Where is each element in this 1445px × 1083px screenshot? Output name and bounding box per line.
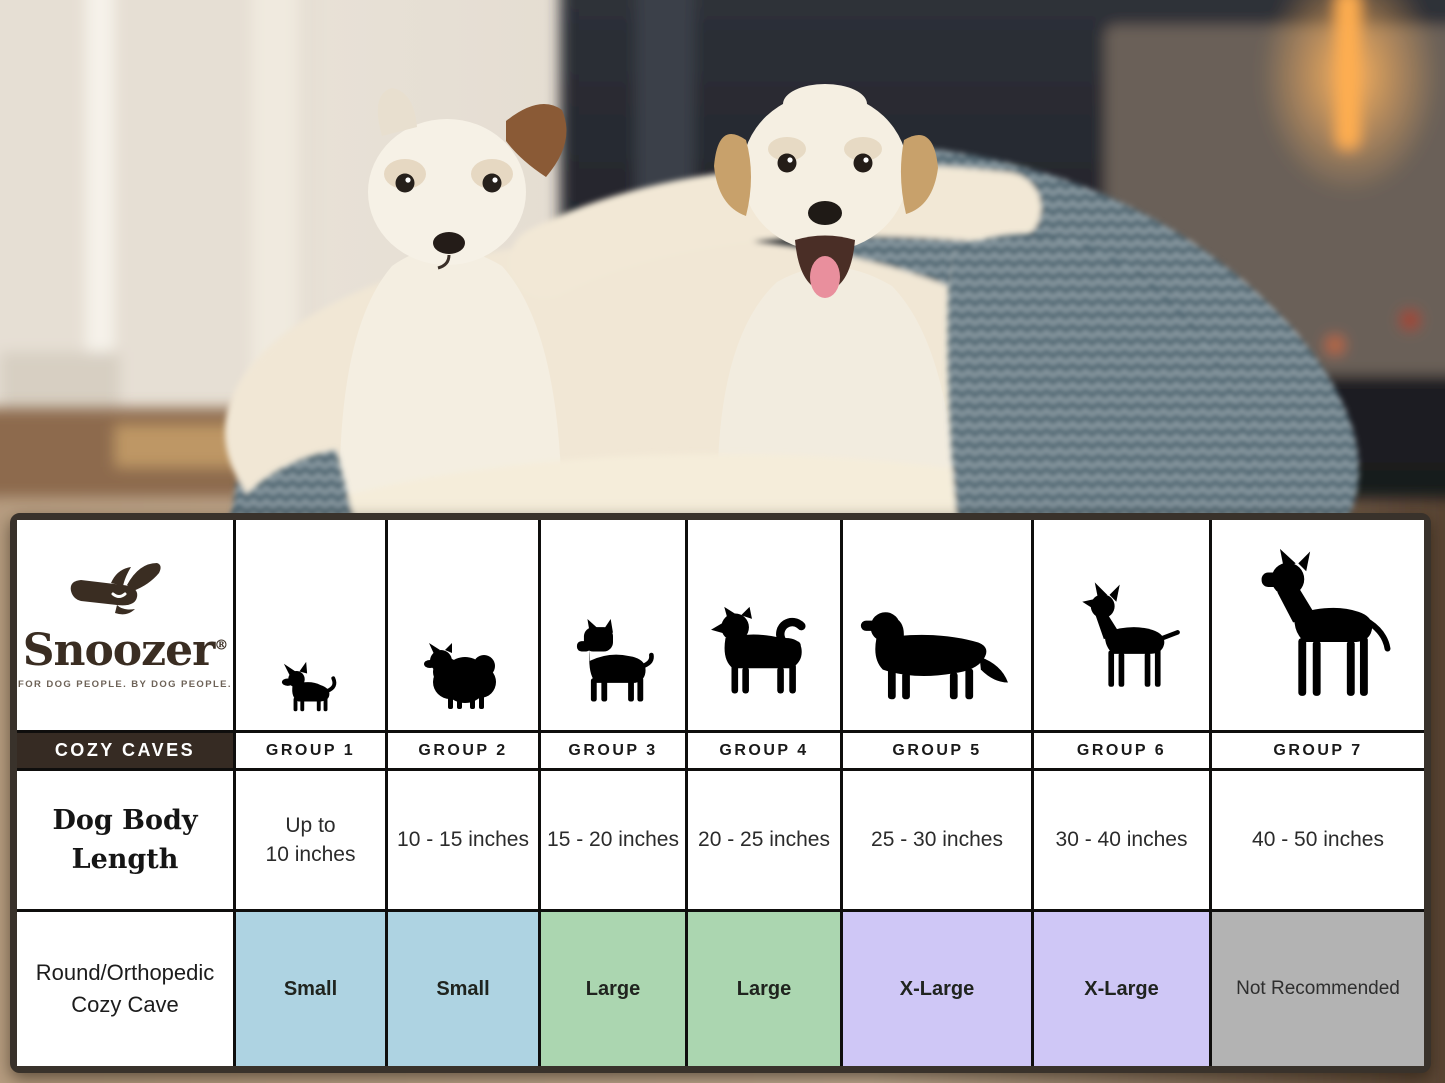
brand-tagline: FOR DOG PEOPLE. BY DOG PEOPLE. — [18, 678, 232, 690]
row-label-line: Dog Body — [52, 804, 198, 836]
snoozer-dog-logo-icon — [70, 562, 161, 614]
group-3-size-cell: Large — [541, 912, 685, 1066]
right-dog-eye — [853, 153, 873, 173]
group-1-silhouette-cell — [236, 520, 385, 730]
group-7-size-cell: Not Recommended — [1212, 912, 1424, 1066]
right-dog-left-ear — [714, 133, 751, 216]
group-5-body-length: 25 - 30 inches — [843, 771, 1031, 909]
group-4-silhouette-cell — [688, 520, 840, 730]
body-length-value: 20 - 25 inches — [698, 828, 830, 852]
group-2-body-length: 10 - 15 inches — [388, 771, 538, 909]
golden-retriever-silhouette-icon — [860, 612, 1008, 700]
group-4-header: GROUP 4 — [688, 733, 840, 768]
group-2-silhouette-cell — [388, 520, 538, 730]
doberman-silhouette-icon — [1081, 582, 1180, 687]
group-6-body-length: 30 - 40 inches — [1034, 771, 1209, 909]
registered-mark: ® — [214, 636, 228, 653]
right-dog-nose — [808, 201, 842, 225]
left-dog — [339, 88, 567, 520]
group-1-body-length: Up to 10 inches — [236, 771, 385, 909]
cozy-caves-section-bar: COZY CAVES — [17, 733, 233, 768]
body-length-value: 15 - 20 inches — [547, 828, 679, 852]
group-7-header: GROUP 7 — [1212, 733, 1424, 768]
body-length-value: 25 - 30 inches — [871, 828, 1003, 852]
pomeranian-silhouette-icon — [424, 643, 496, 709]
group-2-size-cell: Small — [388, 912, 538, 1066]
great-dane-silhouette-icon — [1261, 548, 1391, 696]
group-7-silhouette-cell — [1212, 520, 1424, 730]
group-4-size-cell: Large — [688, 912, 840, 1066]
left-dog-eye — [395, 173, 415, 193]
group-1-header: GROUP 1 — [236, 733, 385, 768]
chihuahua-silhouette-icon — [281, 661, 336, 712]
group-6-silhouette-cell — [1034, 520, 1209, 730]
left-dog-brown-ear — [506, 104, 567, 177]
group-7-body-length: 40 - 50 inches — [1212, 771, 1424, 909]
group-2-header: GROUP 2 — [388, 733, 538, 768]
right-dog-tongue — [810, 256, 840, 298]
body-length-value: 40 - 50 inches — [1252, 828, 1384, 852]
body-length-value: Up to — [285, 813, 336, 837]
group-6-size-cell: X-Large — [1034, 912, 1209, 1066]
group-5-header: GROUP 5 — [843, 733, 1031, 768]
right-dog-right-ear — [900, 134, 938, 214]
group-1-size-cell: Small — [236, 912, 385, 1066]
right-dog-eye — [777, 153, 797, 173]
body-length-value: 10 inches — [265, 843, 356, 866]
group-5-size-cell: X-Large — [843, 912, 1031, 1066]
body-length-value: 10 - 15 inches — [397, 828, 529, 852]
left-dog-eye — [482, 173, 502, 193]
group-3-silhouette-cell — [541, 520, 685, 730]
group-3-header: GROUP 3 — [541, 733, 685, 768]
cozy-cave-size-row-label: Round/Orthopedic Cozy Cave — [17, 912, 233, 1066]
group-5-silhouette-cell — [843, 520, 1031, 730]
group-4-body-length: 20 - 25 inches — [688, 771, 840, 909]
boston-terrier-silhouette-icon — [576, 618, 654, 702]
group-6-header: GROUP 6 — [1034, 733, 1209, 768]
group-3-body-length: 15 - 20 inches — [541, 771, 685, 909]
row-label-line: Length — [71, 844, 179, 875]
dog-body-length-row-label: Dog Body Length — [17, 771, 233, 909]
body-length-value: 30 - 40 inches — [1055, 828, 1188, 852]
left-dog-nose — [433, 232, 465, 254]
brand-wordmark: Snoozer® — [22, 624, 229, 676]
shiba-inu-silhouette-icon — [711, 606, 806, 694]
brand-logo-cell: Snoozer® FOR DOG PEOPLE. BY DOG PEOPLE. — [17, 520, 233, 730]
sizing-table: Snoozer® FOR DOG PEOPLE. BY DOG PEOPLE. — [10, 513, 1431, 1073]
left-dog-left-ear — [377, 88, 417, 136]
sizing-grid: Snoozer® FOR DOG PEOPLE. BY DOG PEOPLE. — [17, 520, 1424, 1066]
